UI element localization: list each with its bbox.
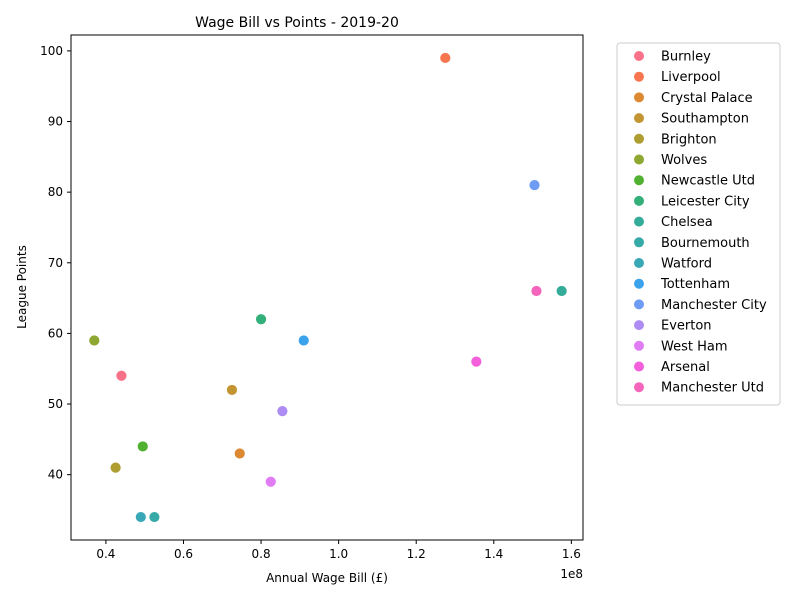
legend-label: Manchester Utd: [661, 381, 764, 396]
legend-label: Chelsea: [661, 215, 713, 230]
legend-marker: [634, 340, 644, 351]
legend-marker: [634, 154, 644, 165]
legend-label: Brighton: [661, 132, 717, 147]
x-tick-label: 1.2: [407, 547, 426, 561]
legend-marker: [634, 175, 644, 186]
legend-frame: [616, 42, 781, 406]
legend-marker: [634, 382, 644, 393]
legend-marker: [634, 258, 644, 268]
data-point: [88, 334, 101, 347]
x-tick-label: 1.6: [562, 547, 581, 561]
y-axis-label: League Points: [15, 245, 29, 329]
data-point: [136, 440, 149, 453]
data-point: [264, 475, 277, 488]
legend-marker: [634, 216, 644, 227]
legend: Burnley Liverpool Crystal Palace Southampto…: [616, 42, 781, 406]
legend-marker: [634, 92, 644, 103]
data-point: [109, 461, 122, 474]
data-point: [530, 285, 543, 297]
legend-label: Liverpool: [661, 70, 721, 85]
legend-marker: [634, 237, 644, 248]
legend-marker: [634, 51, 644, 61]
data-point: [148, 511, 161, 523]
data-point: [233, 447, 246, 460]
data-point: [470, 355, 483, 368]
legend-label: Manchester City: [661, 298, 767, 313]
y-tick-label: 70: [48, 256, 63, 270]
legend-marker: [634, 195, 644, 206]
legend-label: Bournemouth: [661, 236, 750, 251]
x-axis-label: Annual Wage Bill (£): [266, 571, 388, 585]
legend-marker: [634, 113, 644, 124]
legend-label: Crystal Palace: [661, 91, 753, 106]
plot-marks: [88, 52, 568, 523]
y-axis-ticks: 40 50 60 70 80 90 100: [40, 44, 71, 482]
y-tick-label: 60: [48, 326, 63, 340]
chart-title: Wage Bill vs Points - 2019-20: [195, 15, 399, 31]
y-tick-label: 50: [48, 397, 63, 411]
legend-label: Newcastle Utd: [661, 174, 755, 189]
legend-label: Tottenham: [660, 277, 730, 292]
y-tick-label: 40: [48, 468, 63, 482]
data-point: [255, 313, 267, 326]
legend-marker: [634, 299, 644, 310]
y-tick-label: 90: [48, 115, 63, 129]
x-tick-label: 1.0: [329, 547, 348, 561]
x-tick-label: 0.4: [96, 547, 115, 561]
legend-label: Southampton: [661, 112, 749, 127]
data-point: [115, 369, 128, 382]
legend-label: Everton: [661, 319, 712, 334]
data-point: [226, 384, 238, 396]
x-axis-ticks: 0.4 0.6 0.8 1.0 1.2 1.4 1.6: [96, 540, 581, 561]
legend-marker: [634, 133, 644, 144]
plot-frame: [70, 34, 584, 541]
y-tick-label: 100: [40, 44, 63, 58]
x-tick-label: 0.8: [252, 547, 271, 561]
x-tick-label: 1.4: [484, 547, 503, 561]
data-point: [297, 334, 310, 347]
x-axis-offset-label: 1e8: [560, 567, 583, 581]
legend-marker: [634, 71, 644, 82]
legend-items: Burnley Liverpool Crystal Palace Southampto…: [634, 50, 767, 396]
data-point: [439, 52, 452, 64]
legend-label: Arsenal: [661, 360, 710, 375]
data-point: [555, 285, 568, 297]
y-tick-label: 80: [48, 185, 63, 199]
legend-label: West Ham: [661, 339, 728, 354]
legend-label: Leicester City: [661, 194, 750, 209]
data-point: [134, 511, 147, 523]
data-point: [528, 179, 541, 191]
x-tick-label: 0.6: [174, 547, 193, 561]
legend-marker: [634, 361, 644, 372]
legend-label: Watford: [661, 257, 712, 272]
data-point: [276, 405, 289, 418]
legend-label: Wolves: [661, 153, 707, 168]
legend-label: Burnley: [661, 50, 711, 65]
legend-marker: [634, 320, 644, 331]
legend-marker: [634, 278, 644, 289]
